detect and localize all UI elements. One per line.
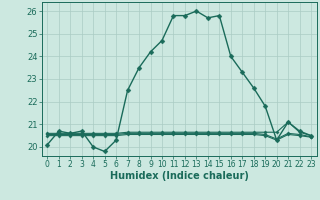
X-axis label: Humidex (Indice chaleur): Humidex (Indice chaleur) (110, 171, 249, 181)
